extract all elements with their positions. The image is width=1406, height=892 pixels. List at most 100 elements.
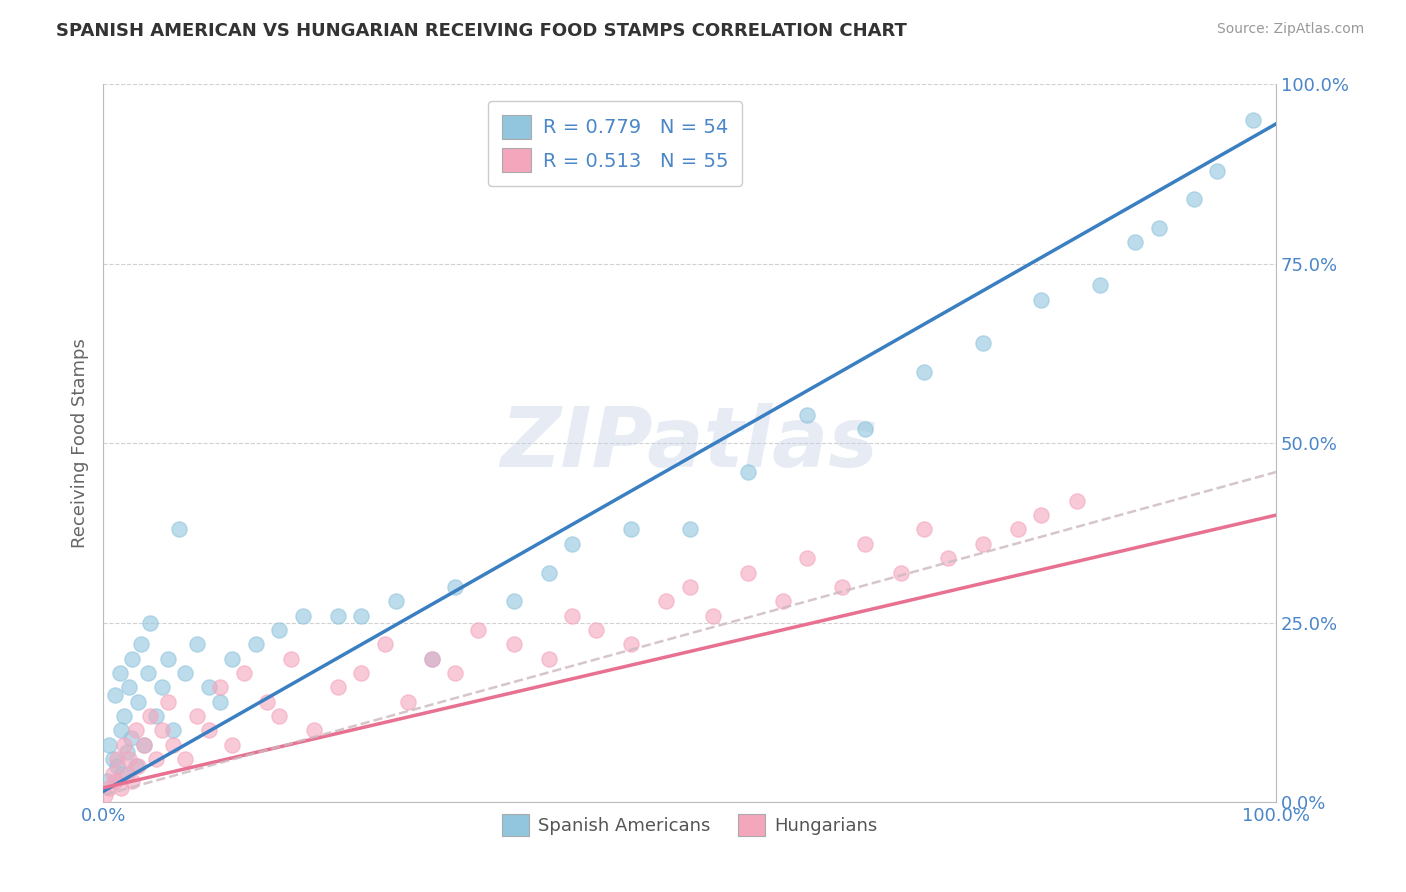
Point — [291, 608, 314, 623]
Point — [221, 651, 243, 665]
Point — [120, 731, 142, 745]
Point — [350, 608, 373, 623]
Point — [855, 422, 877, 436]
Point — [118, 752, 141, 766]
Text: ZIPatlas: ZIPatlas — [501, 403, 879, 483]
Point — [678, 523, 700, 537]
Point — [169, 523, 191, 537]
Point — [209, 695, 232, 709]
Point — [831, 580, 853, 594]
Point — [110, 780, 132, 795]
Point — [256, 695, 278, 709]
Point — [121, 773, 143, 788]
Point — [96, 773, 118, 788]
Point — [561, 608, 583, 623]
Point — [162, 723, 184, 738]
Point — [111, 766, 134, 780]
Text: Source: ZipAtlas.com: Source: ZipAtlas.com — [1216, 22, 1364, 37]
Point — [912, 365, 935, 379]
Point — [936, 551, 959, 566]
Point — [396, 695, 419, 709]
Point — [197, 681, 219, 695]
Point — [127, 695, 149, 709]
Point — [385, 594, 408, 608]
Point — [186, 709, 208, 723]
Point — [98, 738, 121, 752]
Point — [302, 723, 325, 738]
Point — [702, 608, 724, 623]
Point — [115, 766, 138, 780]
Point — [174, 666, 197, 681]
Point — [174, 752, 197, 766]
Point — [186, 637, 208, 651]
Point — [912, 523, 935, 537]
Point — [1147, 221, 1170, 235]
Point — [855, 537, 877, 551]
Point — [150, 723, 173, 738]
Legend: Spanish Americans, Hungarians: Spanish Americans, Hungarians — [495, 807, 884, 844]
Point — [112, 738, 135, 752]
Point — [972, 335, 994, 350]
Point — [139, 709, 162, 723]
Point — [156, 695, 179, 709]
Point — [245, 637, 267, 651]
Point — [772, 594, 794, 608]
Point — [101, 766, 124, 780]
Point — [1066, 493, 1088, 508]
Point — [502, 594, 524, 608]
Point — [1031, 293, 1053, 307]
Point — [1007, 523, 1029, 537]
Point — [444, 666, 467, 681]
Point — [1182, 192, 1205, 206]
Point — [374, 637, 396, 651]
Point — [136, 666, 159, 681]
Point — [737, 566, 759, 580]
Point — [678, 580, 700, 594]
Point — [502, 637, 524, 651]
Point — [134, 738, 156, 752]
Point — [267, 623, 290, 637]
Point — [104, 688, 127, 702]
Point — [1123, 235, 1146, 250]
Point — [972, 537, 994, 551]
Point — [420, 651, 443, 665]
Point — [1241, 113, 1264, 128]
Point — [115, 745, 138, 759]
Point — [796, 408, 818, 422]
Point — [537, 651, 560, 665]
Point — [1206, 163, 1229, 178]
Point — [98, 780, 121, 795]
Point — [110, 723, 132, 738]
Text: SPANISH AMERICAN VS HUNGARIAN RECEIVING FOOD STAMPS CORRELATION CHART: SPANISH AMERICAN VS HUNGARIAN RECEIVING … — [56, 22, 907, 40]
Point — [105, 759, 128, 773]
Point — [156, 651, 179, 665]
Point — [326, 608, 349, 623]
Point — [737, 465, 759, 479]
Point — [150, 681, 173, 695]
Point — [444, 580, 467, 594]
Point — [796, 551, 818, 566]
Point — [101, 752, 124, 766]
Point — [125, 759, 148, 773]
Point — [221, 738, 243, 752]
Point — [105, 752, 128, 766]
Point — [139, 615, 162, 630]
Point — [620, 523, 643, 537]
Y-axis label: Receiving Food Stamps: Receiving Food Stamps — [72, 338, 89, 549]
Point — [108, 666, 131, 681]
Point — [162, 738, 184, 752]
Point — [655, 594, 678, 608]
Point — [232, 666, 254, 681]
Point — [420, 651, 443, 665]
Point — [134, 738, 156, 752]
Point — [129, 637, 152, 651]
Point — [326, 681, 349, 695]
Point — [467, 623, 489, 637]
Point — [585, 623, 607, 637]
Point — [145, 709, 167, 723]
Point — [209, 681, 232, 695]
Point — [145, 752, 167, 766]
Point — [267, 709, 290, 723]
Point — [620, 637, 643, 651]
Point — [561, 537, 583, 551]
